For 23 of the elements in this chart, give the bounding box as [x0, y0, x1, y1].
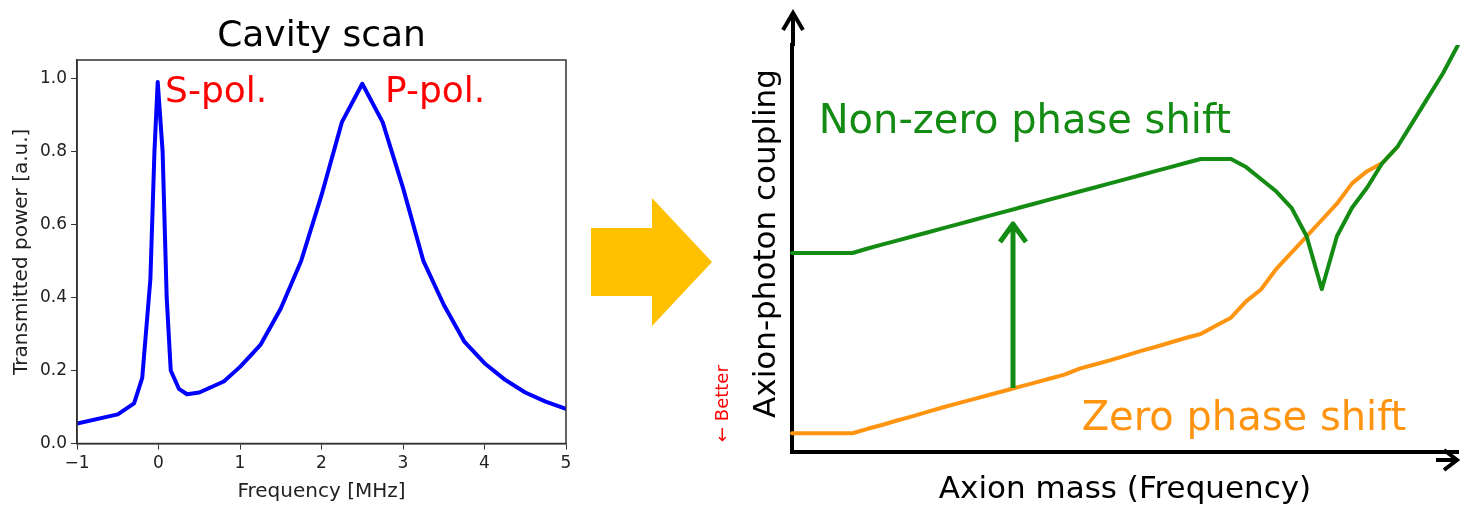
x-tick-label: 5: [560, 452, 572, 473]
annotation: S-pol.: [165, 69, 268, 111]
y-tick-label: 0.4: [39, 285, 68, 306]
x-tick-label: 2: [316, 452, 327, 473]
x-tick-label: −1: [64, 452, 90, 473]
x-tick-label: 1: [234, 452, 246, 473]
y-tick-label: 0.6: [39, 212, 68, 233]
x-tick-label: 0: [153, 452, 164, 473]
series-label: Zero phase shift: [1081, 393, 1407, 440]
chart-title: Cavity scan: [217, 13, 426, 54]
y-axis-title: Transmitted power [a.u.]: [8, 128, 33, 376]
y-tick-label: 1.0: [39, 66, 68, 87]
series-label: Non-zero phase shift: [818, 95, 1231, 142]
annotation: P-pol.: [385, 69, 486, 111]
y-tick-label: 0.2: [39, 358, 68, 379]
y-tick-label: 0.8: [39, 139, 68, 160]
y-tick-label: 0.0: [39, 432, 68, 453]
text: ← Better: [711, 364, 732, 442]
x-tick-label: 3: [397, 452, 409, 473]
y-axis-title: Axion-photon coupling: [746, 69, 782, 418]
x-axis-title: Axion mass (Frequency): [938, 469, 1312, 505]
x-axis-title: Frequency [MHz]: [237, 478, 406, 503]
x-tick-label: 4: [479, 452, 490, 473]
